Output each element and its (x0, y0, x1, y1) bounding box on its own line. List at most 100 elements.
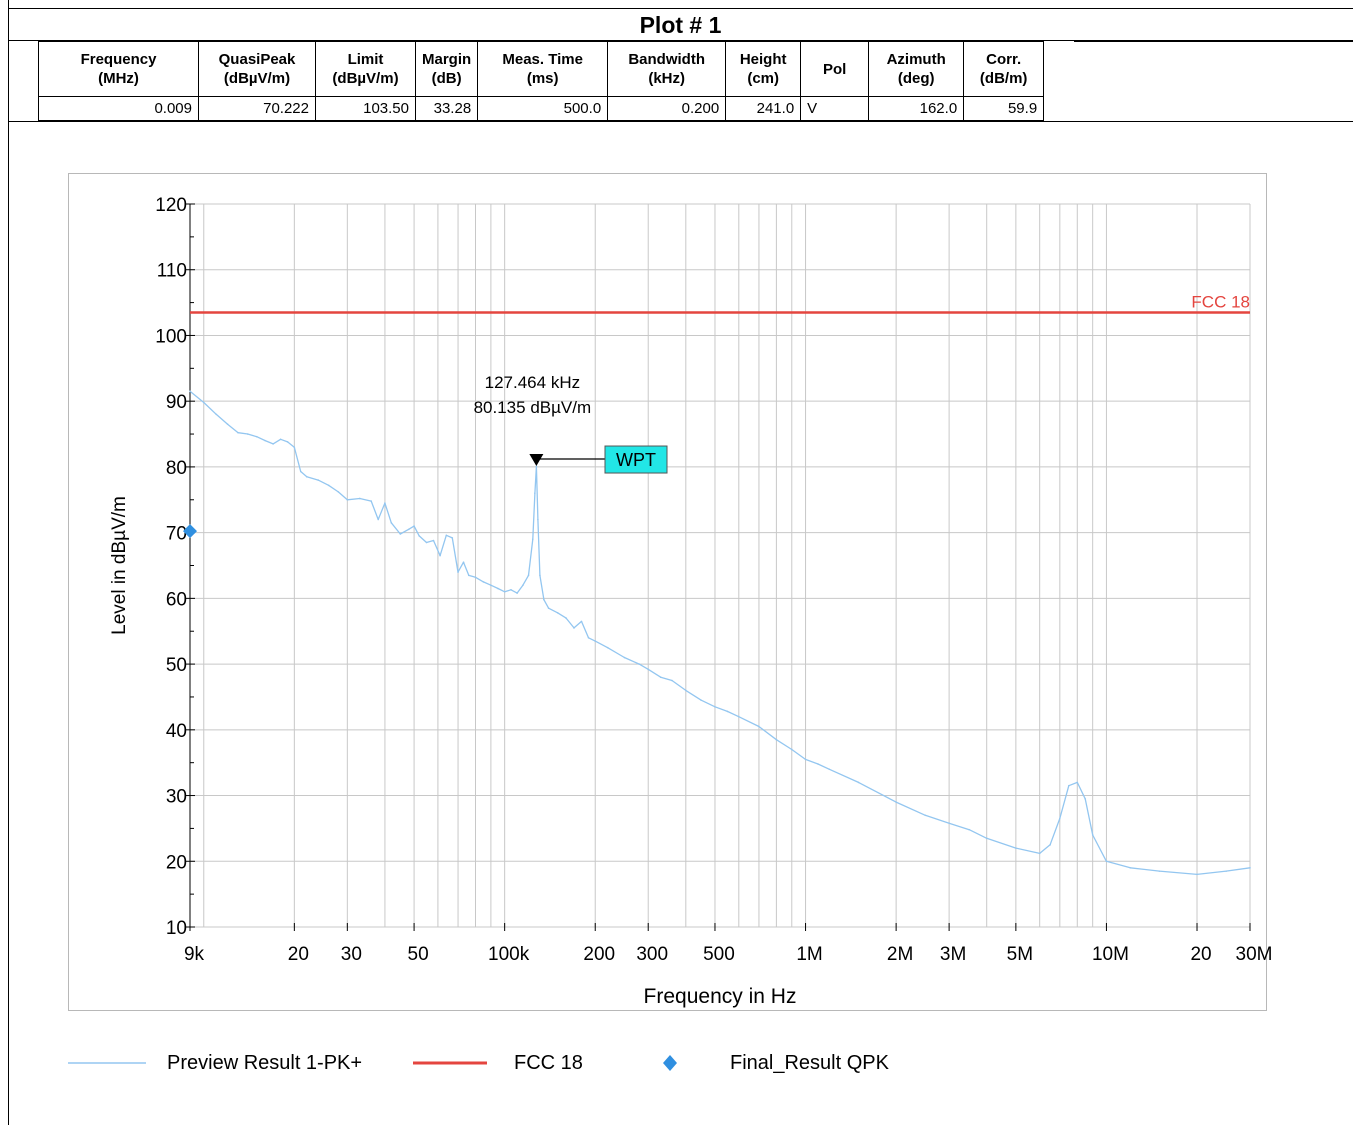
y-tick-label: 20 (166, 852, 187, 873)
header-pol: Pol (800, 41, 870, 97)
legend-qpk-diamond (663, 1055, 677, 1071)
preview-result-point (1225, 870, 1227, 872)
x-tick-label: 500 (703, 944, 735, 965)
preview-result-point (516, 592, 518, 594)
x-tick-label: 3M (940, 944, 966, 965)
preview-result-point (384, 502, 386, 504)
peak-marker-triangle (529, 454, 544, 467)
cell-limit: 103.50 (315, 96, 416, 121)
preview-result-point (457, 571, 459, 573)
preview-result-point (527, 574, 530, 577)
preview-result-point (1038, 852, 1041, 855)
preview-result-point (1068, 784, 1070, 787)
peak-marker-frequency: 127.464 kHz (485, 373, 580, 392)
peak-marker-level: 80.135 dBµV/m (474, 398, 592, 417)
preview-result-point (1015, 847, 1017, 849)
x-tick-label: 200 (583, 944, 615, 965)
preview-result-point (482, 581, 485, 583)
y-tick-label: 40 (166, 721, 187, 742)
preview-result-point (462, 561, 465, 564)
plot-title: Plot # 1 (8, 9, 1353, 41)
preview-result-point (1091, 834, 1094, 836)
preview-result-point (202, 401, 205, 404)
preview-result-point (425, 541, 428, 544)
preview-result-point (790, 748, 793, 751)
preview-result-point (726, 710, 729, 713)
header-height: Height (cm) (725, 41, 802, 97)
x-tick-label: 20 (1190, 944, 1211, 965)
preview-result-point (1249, 867, 1251, 869)
preview-result-point (828, 768, 831, 771)
header-limit: Limit (dBµV/m) (315, 41, 416, 97)
legend-qpk-label: Final_Result QPK (730, 1052, 889, 1074)
x-tick-label: 2M (887, 944, 913, 965)
final-result-marker (183, 524, 197, 539)
x-tick-label: 20 (288, 944, 309, 965)
preview-result-point (286, 441, 289, 443)
preview-result-trace (189, 390, 1251, 876)
y-tick-label: 10 (166, 918, 187, 939)
y-tick-label: 60 (166, 589, 187, 610)
cell-pol: V (800, 96, 870, 121)
preview-result-point (215, 413, 218, 416)
x-tick-label: 300 (636, 944, 668, 965)
preview-result-point (255, 435, 258, 438)
x-tick-label: 5M (1007, 944, 1033, 965)
preview-result-point (474, 576, 477, 579)
cell-bandwidth: 0.200 (607, 96, 727, 121)
preview-result-point (1105, 860, 1108, 863)
preview-result-point (377, 518, 380, 521)
preview-result-point (490, 584, 492, 587)
preview-result-point (895, 801, 897, 803)
table-bottom-border (8, 121, 1353, 122)
preview-result-point (758, 725, 760, 728)
preview-result-point (1196, 873, 1198, 876)
preview-result-point (237, 431, 239, 434)
preview-result-point (817, 763, 819, 765)
header-margin: Margin (dB) (414, 41, 479, 97)
y-tick-label: 70 (166, 524, 187, 545)
preview-result-point (638, 663, 641, 665)
preview-result-point (418, 535, 421, 537)
legend-fcc-label: FCC 18 (514, 1052, 583, 1074)
legend-fcc-swatch (411, 1046, 491, 1080)
peak-marker-tag-label: WPT (616, 450, 656, 470)
measurement-table: Frequency (MHz) QuasiPeak (dBµV/m) Limit (d… (38, 41, 1045, 121)
preview-result-point (857, 781, 860, 784)
preview-result-point (737, 715, 740, 718)
x-tick-label: 50 (408, 944, 429, 965)
cell-quasipeak: 70.222 (198, 96, 316, 121)
preview-result-point (948, 822, 950, 824)
preview-result-point (1049, 844, 1051, 846)
cell-height: 241.0 (725, 96, 802, 121)
y-tick-label: 30 (166, 787, 187, 808)
y-tick-label: 50 (166, 655, 187, 676)
y-tick-label: 80 (166, 458, 187, 479)
table-left-border (8, 41, 9, 121)
fcc-limit-label: FCC 18 (1191, 292, 1250, 311)
legend-preview-swatch (68, 1046, 148, 1080)
preview-result-point (606, 646, 609, 649)
preview-result-point (1076, 781, 1079, 784)
preview-result-point (968, 828, 971, 831)
preview-result-point (531, 538, 534, 541)
preview-result-point (804, 758, 807, 761)
preview-result-point (358, 497, 361, 500)
y-axis-title: Level in dBµV/m (109, 496, 130, 635)
preview-result-point (264, 439, 266, 442)
cell-margin: 33.28 (414, 96, 479, 121)
x-tick-label: 9k (184, 944, 205, 965)
table-row: 0.009 70.222 103.50 33.28 500.0 0.200 24… (38, 96, 1045, 121)
preview-result-point (539, 574, 541, 577)
preview-result-point (451, 537, 454, 539)
preview-result-point (399, 533, 402, 535)
y-tick-label: 110 (157, 261, 187, 282)
top-border (8, 8, 1353, 9)
preview-result-point (1158, 870, 1161, 872)
x-tick-label: 100k (488, 944, 530, 965)
preview-result-point (775, 738, 778, 741)
preview-result-point (535, 465, 538, 468)
legend-qpk-swatch (653, 1046, 687, 1080)
x-axis-title: Frequency in Hz (644, 985, 797, 1008)
